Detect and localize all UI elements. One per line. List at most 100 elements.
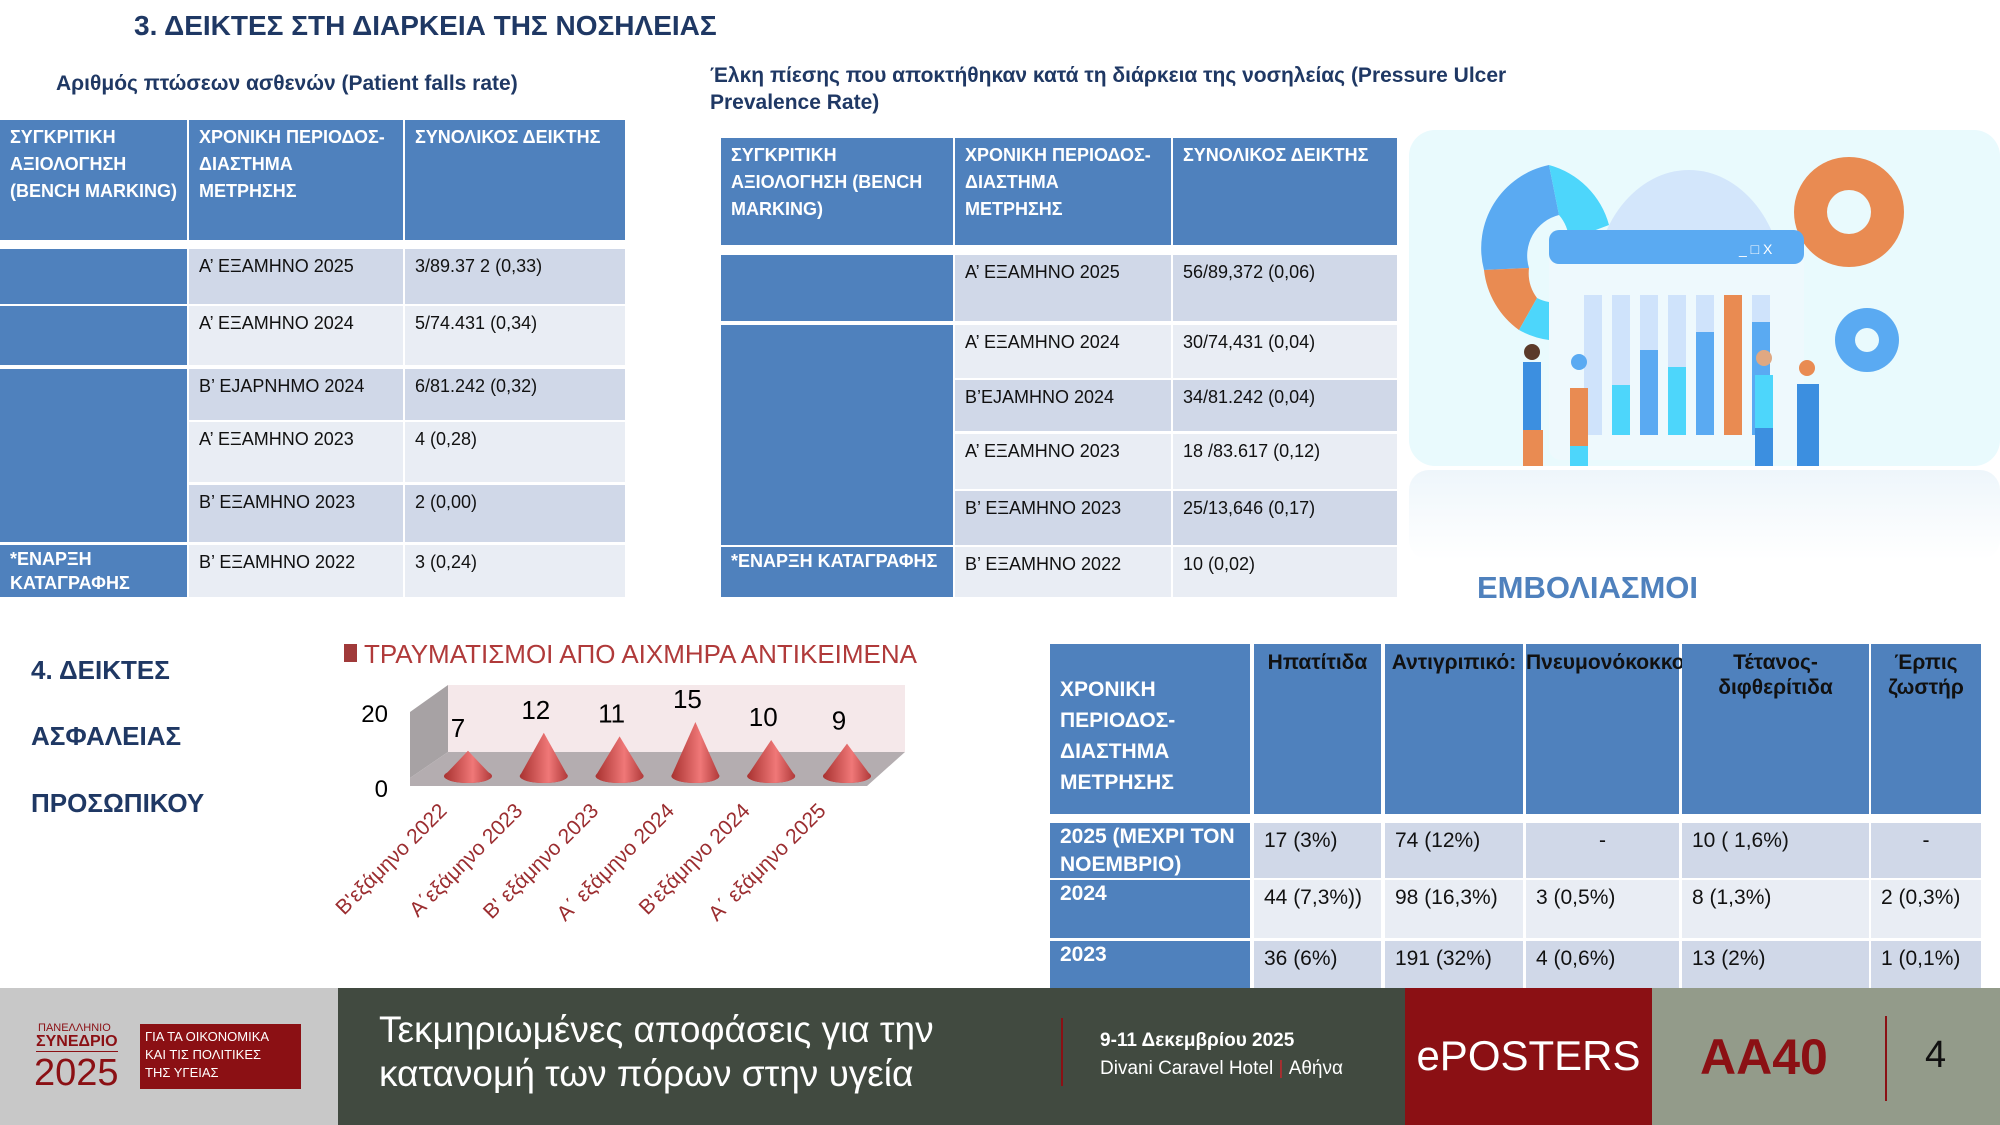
poster-code: AA40	[1700, 1029, 1828, 1085]
ulcers-period-cell: Β’ΕJΑΜΗΝΟ 2024	[955, 380, 1171, 431]
ulcers-start-label: *ΕΝΑΡΞΗ ΚΑΤΑΓΡΑΦΗΣ	[721, 547, 953, 597]
ulcers-header-total: ΣΥΝΟΛΙΚΟΣ ΔΕΙΚΤΗΣ	[1173, 138, 1397, 245]
ulcers-period-cell: Β’ ΕΞΑΜΗΝΟ 2022	[955, 547, 1171, 597]
falls-bench-cell	[0, 306, 187, 365]
data-label: 11	[598, 698, 625, 728]
logo-box-line: ΚΑΙ ΤΙΣ ΠΟΛΙΤΙΚΕΣ	[145, 1047, 262, 1062]
event-dates: 9-11 Δεκεμβρίου 2025	[1100, 1030, 1295, 1051]
vacc-header-cell: Τέτανος-διφθερίτιδα	[1682, 644, 1869, 814]
ulcers-bench-cell	[721, 255, 953, 321]
logo-box: ΓΙΑ ΤΑ ΟΙΚΟΝΟΜΙΚΑ ΚΑΙ ΤΙΣ ΠΟΛΙΤΙΚΕΣ ΤΗΣ …	[140, 1024, 301, 1089]
falls-value-cell: 6/81.242 (0,32)	[405, 369, 625, 420]
section4-line1: 4. ΔΕΙΚΤΕΣ	[31, 655, 170, 685]
y-tick-label: 0	[375, 776, 388, 803]
vacc-value-cell: 10 ( 1,6%)	[1682, 823, 1869, 878]
legend-label: ΤΡΑΥΜΑΤΙΣΜΟΙ ΑΠΟ ΑΙΧΜΗΡΑ ΑΝΤΙΚΕΙΜΕΝΑ	[364, 639, 918, 669]
logo-box-line: ΓΙΑ ΤΑ ΟΙΚΟΝΟΜΙΚΑ	[145, 1029, 270, 1044]
footer-logo-area: ΠΑΝΕΛΛΗΝΙΟ ΣΥΝΕΔΡΙΟ 2025 ΓΙΑ ΤΑ ΟΙΚΟΝΟΜΙ…	[0, 988, 338, 1125]
cone-bar	[444, 750, 492, 783]
falls-header-total: ΣΥΝΟΛΙΚΟΣ ΔΕΙΚΤΗΣ	[405, 120, 625, 240]
ulcers-period-cell: Α’ ΕΞΑΜΗΝΟ 2025	[955, 255, 1171, 321]
vacc-period-cell: 2025 (ΜΕΧΡΙ ΤΟΝ ΝΟΕΜΒΡΙΟ)	[1050, 823, 1250, 878]
falls-period-cell: Β’ ΕΞΑΜΗΝΟ 2022	[189, 545, 403, 597]
falls-period-cell: Α’ ΕΞΑΜΗΝΟ 2025	[189, 249, 403, 304]
falls-period-cell: Β’ ΕJΑΡΝΗΜΟ 2024	[189, 369, 403, 420]
cone-bar	[747, 740, 796, 783]
logo-mid: ΣΥΝΕΔΡΙΟ	[36, 1033, 118, 1052]
footer-tagline-area: Τεκμηριωμένες αποφάσεις για την κατανομή…	[338, 988, 1405, 1125]
data-label: 12	[521, 695, 550, 725]
vacc-header-cell: ΧΡΟΝΙΚΗ ΠΕΡΙΟΔΟΣ-ΔΙΑΣΤΗΜΑ ΜΕΤΡΗΣΗΣ	[1050, 644, 1250, 814]
data-label: 10	[749, 702, 778, 732]
sharps-injuries-chart: ΤΡΑΥΜΑΤΙΣΜΟΙ ΑΠΟ ΑΙΧΜΗΡΑ ΑΝΤΙΚΕΙΜΕΝΑ 20 …	[331, 639, 918, 926]
logo-top: ΠΑΝΕΛΛΗΝΙΟ	[38, 1022, 111, 1034]
falls-period-cell: Α’ ΕΞΑΜΗΝΟ 2023	[189, 422, 403, 482]
ulcers-header-benchmark: ΣΥΓΚΡΙΤΙΚΗ ΑΞΙΟΛΟΓΗΣΗ (BENCH MARKING)	[721, 138, 953, 245]
vacc-value-cell: 98 (16,3%)	[1385, 880, 1523, 938]
vacc-value-cell: 8 (1,3%)	[1682, 880, 1869, 938]
ulcers-period-cell: Α’ ΕΞΑΜΗΝΟ 2024	[955, 325, 1171, 378]
vacc-period-cell: 2024	[1050, 880, 1250, 938]
poster-code-area: AA40 4	[1652, 988, 2000, 1125]
vacc-value-cell: 44 (7,3%))	[1254, 880, 1381, 938]
footer-white-strip	[227, 982, 1027, 990]
eposters-badge: ePOSTERS	[1405, 988, 1652, 1125]
code-divider	[1885, 1016, 1887, 1101]
falls-value-cell: 3 (0,24)	[405, 545, 625, 597]
ulcers-period-cell: Β’ ΕΞΑΜΗΝΟ 2023	[955, 491, 1171, 545]
vacc-header-cell: Έρπις ζωστήρ	[1871, 644, 1981, 814]
falls-subtitle: Αριθμός πτώσεων ασθενών (Patient falls r…	[56, 72, 518, 95]
vacc-header-cell: Αντιγριπικό:	[1385, 644, 1523, 814]
data-label: 7	[451, 713, 465, 743]
logo-year: 2025	[34, 1052, 119, 1094]
window-controls-icon: _ □ X	[1738, 241, 1773, 257]
cone-bar	[671, 722, 720, 783]
event-venue: Divani Caravel Hotel	[1100, 1058, 1274, 1079]
ulcers-value-cell: 34/81.242 (0,04)	[1173, 380, 1397, 431]
data-label: 9	[832, 706, 846, 736]
cone-bar	[519, 732, 568, 783]
falls-value-cell: 4 (0,28)	[405, 422, 625, 482]
falls-header-period: ΧΡΟΝΙΚΗ ΠΕΡΙΟΔΟΣ-ΔΙΑΣΤΗΜΑ ΜΕΤΡΗΣΗΣ	[189, 120, 403, 240]
ulcers-value-cell: 56/89,372 (0,06)	[1173, 255, 1397, 321]
tagline-line: Τεκμηριωμένες αποφάσεις για την	[379, 1009, 934, 1050]
section4-line2: ΑΣΦΑΛΕΙΑΣ	[31, 721, 182, 751]
illustration-reflection	[1409, 470, 2000, 560]
cone-bar	[595, 736, 644, 783]
falls-value-cell: 5/74.431 (0,34)	[405, 306, 625, 365]
falls-period-cell: Β’ ΕΞΑΜΗΝΟ 2023	[189, 485, 403, 542]
chart-back-wall	[448, 685, 905, 752]
vacc-value-cell: -	[1526, 823, 1679, 878]
footer-divider	[1061, 1018, 1063, 1086]
ulcers-value-cell: 30/74,431 (0,04)	[1173, 325, 1397, 378]
falls-value-cell: 2 (0,00)	[405, 485, 625, 542]
page-number: 4	[1925, 1034, 1947, 1076]
logo-box-line: ΤΗΣ ΥΓΕΙΑΣ	[145, 1065, 219, 1080]
ulcers-bench-cell	[721, 325, 953, 545]
ulcers-subtitle: Έλκη πίεσης που αποκτήθηκαν κατά τη διάρ…	[710, 64, 1507, 114]
ulcers-value-cell: 18 /83.617 (0,12)	[1173, 434, 1397, 489]
legend-swatch	[344, 644, 357, 662]
cone-bar	[823, 743, 871, 783]
ulcers-value-cell: 25/13,646 (0,17)	[1173, 491, 1397, 545]
vacc-value-cell: 17 (3%)	[1254, 823, 1381, 878]
ulcers-value-cell: 10 (0,02)	[1173, 547, 1397, 597]
vaccinations-title: ΕΜΒΟΛΙΑΣΜΟΙ	[1477, 570, 1698, 605]
event-city: Αθήνα	[1288, 1058, 1343, 1079]
falls-header-benchmark: ΣΥΓΚΡΙΤΙΚΗ ΑΞΙΟΛΟΓΗΣΗ (BENCH MARKING)	[0, 120, 187, 240]
falls-value-cell: 3/89.37 2 (0,33)	[405, 249, 625, 304]
vacc-header-cell: Ηπατίτιδα	[1254, 644, 1381, 814]
vacc-value-cell: 74 (12%)	[1385, 823, 1523, 878]
vacc-header-cell: Πνευμονόκοκκος	[1526, 644, 1696, 814]
eposters-label: ePOSTERS	[1416, 1032, 1641, 1079]
ulcers-header-period: ΧΡΟΝΙΚΗ ΠΕΡΙΟΔΟΣ-ΔΙΑΣΤΗΜΑ ΜΕΤΡΗΣΗΣ	[955, 138, 1171, 245]
ulcers-period-cell: Α’ ΕΞΑΜΗΝΟ 2023	[955, 434, 1171, 489]
falls-start-label: *ΕΝΑΡΞΗ ΚΑΤΑΓΡΑΦΗΣ	[0, 545, 187, 597]
vacc-value-cell: -	[1871, 823, 1981, 878]
y-tick-label: 20	[361, 701, 388, 728]
analytics-illustration: _ □ X	[1409, 130, 2000, 466]
tagline-line: κατανομή των πόρων στην υγεία	[379, 1053, 914, 1094]
falls-bench-cell	[0, 369, 187, 542]
section4-line3: ΠΡΟΣΩΠΙΚΟΥ	[31, 788, 205, 818]
page-title: 3. ΔΕΙΚΤΕΣ ΣΤΗ ΔΙΑΡΚΕΙΑ ΤΗΣ ΝΟΣΗΛΕΙΑΣ	[134, 10, 717, 41]
